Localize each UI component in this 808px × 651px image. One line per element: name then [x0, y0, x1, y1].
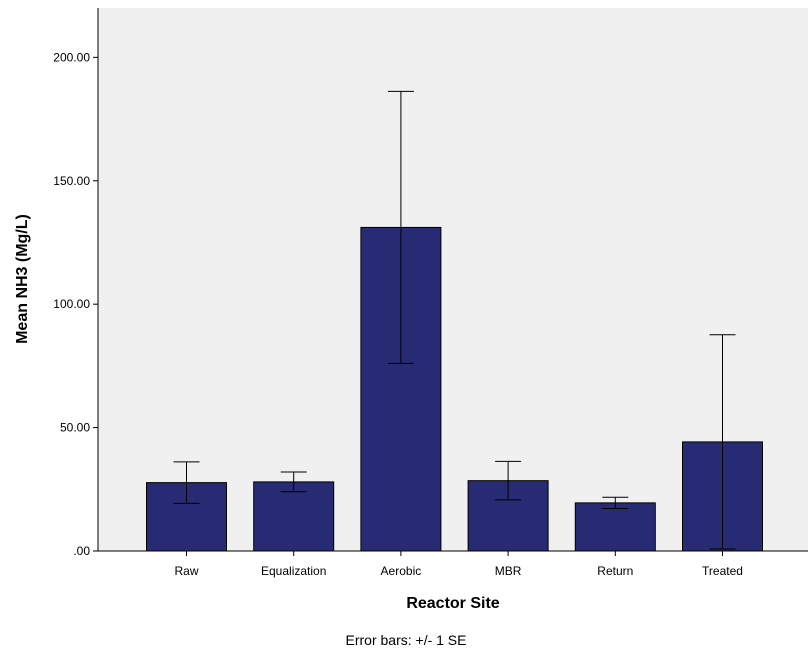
x-tick-label-equalization: Equalization	[261, 564, 326, 578]
y-tick-label: 150.00	[53, 174, 90, 188]
x-tick-label-treated: Treated	[702, 564, 743, 578]
y-tick-label: 50.00	[60, 421, 90, 435]
y-tick-label: .00	[73, 544, 90, 558]
x-axis-ticks: Raw Equalization Aerobic MBR Return Treated	[174, 551, 743, 578]
y-tick-label: 200.00	[53, 50, 90, 64]
y-axis-ticks: .00 50.00 100.00 150.00 200.00	[53, 50, 98, 558]
x-tick-label-return: Return	[597, 564, 633, 578]
y-tick-label: 100.00	[53, 297, 90, 311]
x-axis-title: Reactor Site	[406, 595, 499, 612]
y-axis-title: Mean NH3 (Mg/L)	[14, 214, 31, 344]
x-tick-label-raw: Raw	[174, 564, 198, 578]
error-bars-footnote: Error bars: +/- 1 SE	[346, 632, 467, 648]
error-bars-group	[173, 90, 736, 550]
x-tick-label-mbr: MBR	[495, 564, 522, 578]
bar-return	[574, 502, 656, 552]
x-tick-label-aerobic: Aerobic	[381, 564, 422, 578]
